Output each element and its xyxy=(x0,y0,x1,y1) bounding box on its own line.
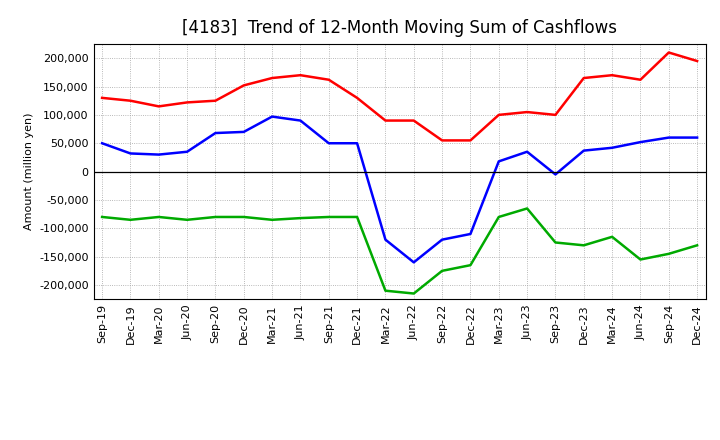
Operating Cashflow xyxy=(551,112,559,117)
Investing Cashflow xyxy=(183,217,192,223)
Investing Cashflow xyxy=(126,217,135,223)
Operating Cashflow xyxy=(381,118,390,123)
Operating Cashflow xyxy=(580,75,588,81)
Free Cashflow xyxy=(155,152,163,157)
Operating Cashflow xyxy=(98,95,107,100)
Investing Cashflow xyxy=(438,268,446,274)
Free Cashflow xyxy=(551,172,559,177)
Y-axis label: Amount (million yen): Amount (million yen) xyxy=(24,113,34,231)
Line: Operating Cashflow: Operating Cashflow xyxy=(102,52,697,140)
Investing Cashflow xyxy=(353,214,361,220)
Investing Cashflow xyxy=(580,243,588,248)
Free Cashflow xyxy=(126,151,135,156)
Operating Cashflow xyxy=(325,77,333,82)
Investing Cashflow xyxy=(636,257,644,262)
Operating Cashflow xyxy=(268,75,276,81)
Investing Cashflow xyxy=(98,214,107,220)
Investing Cashflow xyxy=(665,251,673,257)
Operating Cashflow xyxy=(155,104,163,109)
Free Cashflow xyxy=(240,129,248,135)
Investing Cashflow xyxy=(466,263,474,268)
Operating Cashflow xyxy=(495,112,503,117)
Operating Cashflow xyxy=(410,118,418,123)
Free Cashflow xyxy=(296,118,305,123)
Operating Cashflow xyxy=(126,98,135,103)
Operating Cashflow xyxy=(296,73,305,78)
Investing Cashflow xyxy=(693,243,701,248)
Free Cashflow xyxy=(183,149,192,154)
Line: Investing Cashflow: Investing Cashflow xyxy=(102,209,697,293)
Free Cashflow xyxy=(325,141,333,146)
Operating Cashflow xyxy=(240,83,248,88)
Investing Cashflow xyxy=(325,214,333,220)
Investing Cashflow xyxy=(268,217,276,223)
Investing Cashflow xyxy=(381,288,390,293)
Free Cashflow xyxy=(211,130,220,136)
Operating Cashflow xyxy=(183,100,192,105)
Operating Cashflow xyxy=(211,98,220,103)
Free Cashflow xyxy=(353,141,361,146)
Operating Cashflow xyxy=(523,110,531,115)
Free Cashflow xyxy=(438,237,446,242)
Title: [4183]  Trend of 12-Month Moving Sum of Cashflows: [4183] Trend of 12-Month Moving Sum of C… xyxy=(182,19,617,37)
Free Cashflow xyxy=(523,149,531,154)
Operating Cashflow xyxy=(665,50,673,55)
Operating Cashflow xyxy=(636,77,644,82)
Operating Cashflow xyxy=(466,138,474,143)
Free Cashflow xyxy=(410,260,418,265)
Investing Cashflow xyxy=(495,214,503,220)
Investing Cashflow xyxy=(608,234,616,239)
Investing Cashflow xyxy=(410,291,418,296)
Investing Cashflow xyxy=(523,206,531,211)
Operating Cashflow xyxy=(693,59,701,64)
Free Cashflow xyxy=(636,139,644,145)
Investing Cashflow xyxy=(240,214,248,220)
Free Cashflow xyxy=(580,148,588,153)
Investing Cashflow xyxy=(551,240,559,245)
Investing Cashflow xyxy=(296,216,305,221)
Operating Cashflow xyxy=(353,95,361,100)
Operating Cashflow xyxy=(608,73,616,78)
Investing Cashflow xyxy=(211,214,220,220)
Investing Cashflow xyxy=(155,214,163,220)
Line: Free Cashflow: Free Cashflow xyxy=(102,117,697,262)
Free Cashflow xyxy=(608,145,616,150)
Free Cashflow xyxy=(268,114,276,119)
Free Cashflow xyxy=(466,231,474,237)
Free Cashflow xyxy=(665,135,673,140)
Operating Cashflow xyxy=(438,138,446,143)
Free Cashflow xyxy=(98,141,107,146)
Free Cashflow xyxy=(693,135,701,140)
Free Cashflow xyxy=(495,159,503,164)
Free Cashflow xyxy=(381,237,390,242)
